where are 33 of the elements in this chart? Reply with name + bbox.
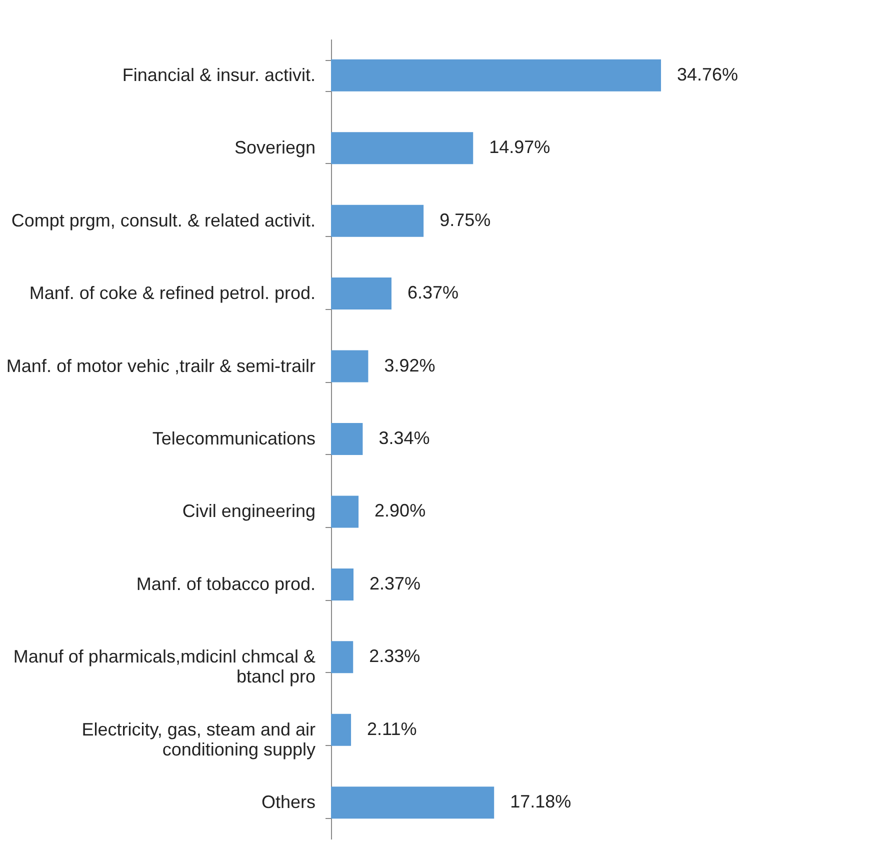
y-tick-label: Soveriegn — [234, 138, 316, 158]
data-label: 2.11% — [367, 718, 417, 739]
y-tick-label: Telecommunications — [152, 428, 316, 448]
data-label: 14.97% — [489, 137, 550, 158]
bar — [331, 568, 354, 600]
y-tick-label: Financial & insur. activit. — [122, 64, 316, 85]
data-label: 2.90% — [374, 500, 426, 521]
y-tick-label: Others — [261, 792, 316, 812]
data-label: 6.37% — [407, 282, 459, 303]
y-tick-label: Manuf of pharmicals,mdicinl chmcal & btancl pro — [13, 646, 316, 687]
data-label: 3.34% — [378, 428, 430, 448]
bar — [331, 278, 392, 310]
y-tick-label: Manf. of tobacco prod. — [136, 574, 316, 594]
data-label: 3.92% — [384, 355, 436, 376]
bar — [331, 641, 354, 674]
bar — [331, 204, 424, 237]
bar — [331, 350, 368, 382]
bar — [331, 132, 474, 164]
bar — [331, 423, 363, 455]
data-label: 2.33% — [369, 646, 420, 666]
data-label: 17.18% — [510, 792, 572, 812]
data-label: 34.76% — [677, 64, 738, 84]
y-tick-label: Electricity, gas, steam and air conditioning supply — [82, 719, 316, 760]
bar — [331, 714, 352, 746]
data-label: 9.75% — [440, 210, 491, 230]
y-tick-label: Manf. of coke & refined petrol. prod. — [29, 283, 316, 304]
y-tick-label: Civil engineering — [182, 501, 316, 522]
bar — [331, 786, 494, 819]
data-label: 2.37% — [370, 573, 421, 594]
bar — [331, 496, 359, 528]
y-tick-label: Compt prgm, consult. & related activit. — [11, 210, 316, 230]
bar — [331, 59, 661, 92]
y-tick-label: Manf. of motor vehic ,trailr & semi-trailr — [6, 356, 316, 376]
